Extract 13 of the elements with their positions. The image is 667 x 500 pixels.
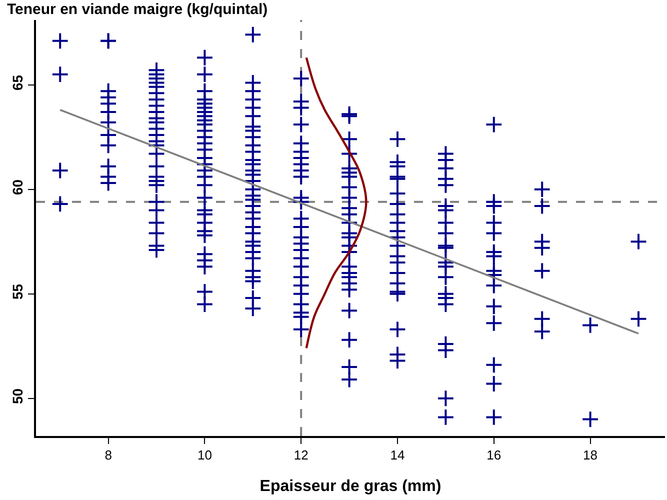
y-tick-label: 55 xyxy=(9,284,26,300)
x-tick-label: 18 xyxy=(583,448,598,463)
x-tick-label: 8 xyxy=(104,448,112,463)
x-tick-label: 14 xyxy=(390,448,405,463)
y-axis-title: Teneur en viande maigre (kg/quintal) xyxy=(7,1,268,18)
y-tick-label: 65 xyxy=(9,74,26,90)
x-tick-label: 10 xyxy=(197,448,212,463)
x-tick-label: 16 xyxy=(486,448,502,463)
y-tick-label: 60 xyxy=(9,179,26,196)
x-axis-title: Epaisseur de gras (mm) xyxy=(260,478,442,495)
y-tick-label: 50 xyxy=(9,388,26,404)
line-series xyxy=(305,56,368,350)
x-tick-label: 12 xyxy=(294,448,308,463)
